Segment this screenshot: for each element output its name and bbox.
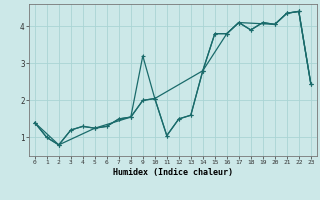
X-axis label: Humidex (Indice chaleur): Humidex (Indice chaleur) — [113, 168, 233, 177]
